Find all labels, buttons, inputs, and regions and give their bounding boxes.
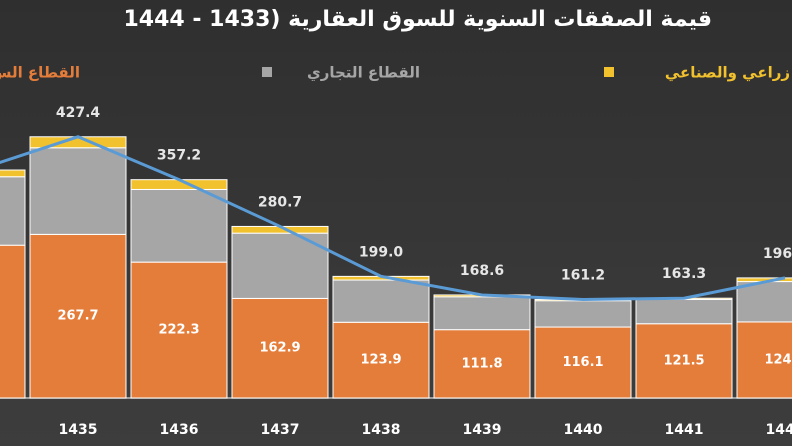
bar-segment xyxy=(0,244,26,399)
x-tick-label: 1439 xyxy=(463,422,502,438)
bar-segment xyxy=(231,232,329,299)
segment-label: 116.1 xyxy=(562,355,603,370)
legend-marker xyxy=(604,67,614,77)
bar-segment xyxy=(332,279,430,323)
segment-label: 222.3 xyxy=(158,323,199,338)
segment-label: 267.7 xyxy=(57,309,98,324)
total-label: 196.5 xyxy=(763,246,792,262)
legend-label: زراعي والصناعي xyxy=(665,64,790,82)
bar-segment xyxy=(130,261,228,399)
segment-label: 123.9 xyxy=(360,353,401,368)
bar-segment xyxy=(0,176,26,246)
total-label: 427.4 xyxy=(56,105,101,121)
segment-label: 121.5 xyxy=(663,353,704,368)
bar-segment xyxy=(433,296,531,331)
segment-label: 162.9 xyxy=(259,341,300,356)
segment-label: 111.8 xyxy=(461,356,502,371)
bar-segment xyxy=(29,136,127,149)
bar-segment xyxy=(29,147,127,235)
x-tick-label: 1437 xyxy=(261,422,300,438)
bar-segment xyxy=(0,169,26,178)
bar-segment xyxy=(736,281,792,323)
bar-segment xyxy=(736,321,792,399)
bar-segment xyxy=(534,300,632,328)
x-tick-label: 1436 xyxy=(160,422,199,438)
total-label: 161.2 xyxy=(561,267,605,283)
bar-segment xyxy=(332,321,430,399)
bar-segment xyxy=(29,233,127,399)
total-label: 357.2 xyxy=(157,148,201,164)
x-tick-label: 1440 xyxy=(564,422,603,438)
legend-label: القطاع التجاري xyxy=(307,64,420,83)
bar-segment xyxy=(433,329,531,399)
total-label: 168.6 xyxy=(460,263,504,279)
x-tick-label: 1435 xyxy=(59,422,98,438)
bar-segment xyxy=(534,326,632,399)
total-label: 199.0 xyxy=(359,244,404,260)
bar-segment xyxy=(130,188,228,263)
bar-segment xyxy=(635,323,733,399)
total-label: 280.7 xyxy=(258,194,302,210)
x-tick-label: 1442 xyxy=(766,422,792,438)
segment-label: 124.5 xyxy=(764,352,792,367)
bar-segment xyxy=(635,298,733,325)
legend-marker xyxy=(262,67,272,77)
chart-title: قيمة الصفقات السنوية للسوق العقارية (143… xyxy=(123,7,712,32)
x-tick-label: 1438 xyxy=(362,422,401,438)
x-tick-label: 1441 xyxy=(665,422,704,438)
bar-segment xyxy=(231,297,329,399)
total-label: 163.3 xyxy=(662,266,706,282)
total-line xyxy=(0,135,786,301)
legend-label: القطاع الس xyxy=(0,64,80,82)
